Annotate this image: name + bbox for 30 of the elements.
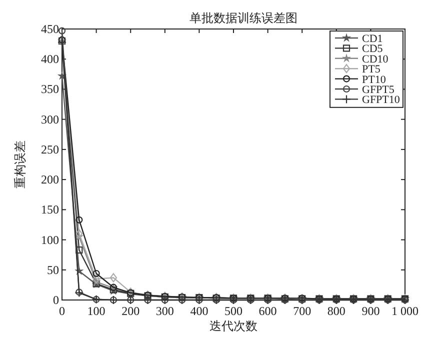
x-axis-title: 迭代次数: [210, 319, 258, 333]
x-tick-label: 400: [190, 304, 208, 318]
legend-label: CD10: [362, 53, 389, 66]
legend-label: GFPT10: [362, 94, 400, 106]
legend-label: CD5: [362, 43, 384, 56]
x-tick-label: 800: [327, 304, 346, 318]
x-tick-label: 700: [293, 304, 312, 318]
x-tick-label: 500: [224, 304, 242, 318]
y-tick-label: 200: [41, 172, 59, 187]
x-tick-label: 300: [156, 304, 174, 318]
y-tick-label: 450: [41, 22, 59, 36]
legend-label: GFPT5: [362, 84, 395, 96]
legend-label: PT5: [362, 64, 381, 76]
chart-title: 单批数据训练误差图: [190, 11, 298, 25]
y-tick-label: 350: [41, 82, 59, 96]
y-tick-label: 400: [41, 52, 59, 66]
legend-label: PT10: [362, 74, 386, 86]
y-tick-label: 50: [47, 262, 59, 277]
y-tick-label: 250: [41, 142, 59, 156]
x-tick-label: 600: [258, 304, 277, 318]
y-tick-label: 300: [41, 112, 59, 126]
y-tick-label: 100: [41, 232, 59, 247]
y-tick-label: 150: [41, 202, 59, 217]
y-tick-label: 0: [53, 293, 59, 307]
x-tick-label: 200: [122, 304, 140, 318]
x-tick-label: 1 000: [392, 304, 418, 318]
legend-label: CD1: [362, 33, 383, 45]
x-tick-label: 100: [87, 304, 106, 318]
x-tick-label: 900: [362, 304, 380, 318]
y-axis-title: 重构误差: [13, 140, 27, 188]
